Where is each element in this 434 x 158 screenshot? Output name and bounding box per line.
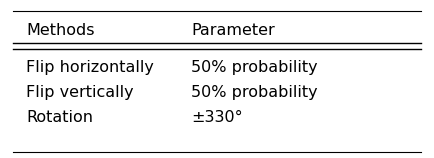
Text: Methods: Methods <box>26 23 95 37</box>
Text: Parameter: Parameter <box>191 23 275 37</box>
Text: Rotation: Rotation <box>26 110 93 125</box>
Text: 50% probability: 50% probability <box>191 85 318 100</box>
Text: Flip horizontally: Flip horizontally <box>26 60 154 75</box>
Text: 50% probability: 50% probability <box>191 60 318 75</box>
Text: ±330°: ±330° <box>191 110 243 125</box>
Text: Flip vertically: Flip vertically <box>26 85 134 100</box>
